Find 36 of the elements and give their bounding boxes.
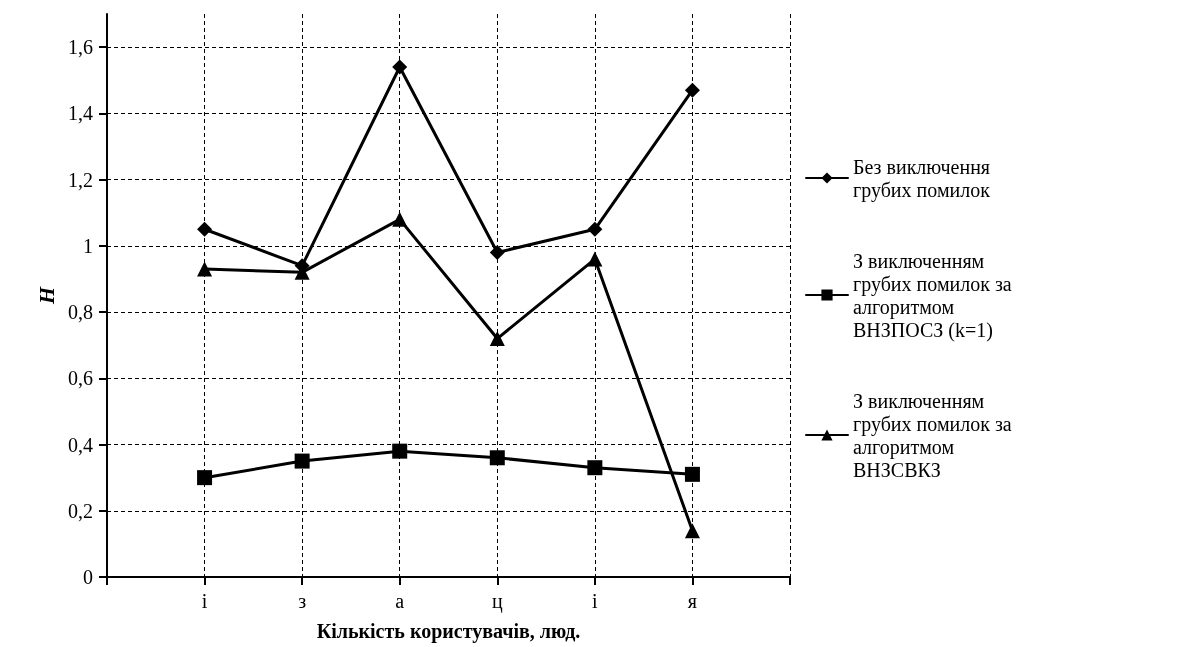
point [684, 82, 700, 98]
point [587, 460, 603, 476]
point [294, 453, 310, 469]
point [392, 211, 408, 227]
y-tick-label: 1,4 [68, 102, 93, 125]
point [587, 221, 603, 237]
y-axis-title: H [33, 286, 59, 306]
y-tick-label: 0 [83, 566, 93, 588]
x-tick-label: я [687, 590, 698, 612]
legend-label: Без виключення грубих помилок [853, 155, 996, 202]
point [489, 450, 505, 466]
y-tick-label: 0,6 [68, 367, 93, 390]
y-tick-label: 1 [83, 234, 93, 257]
y-tick-label: 0,4 [68, 433, 93, 456]
point [392, 59, 408, 75]
point [684, 523, 700, 539]
point [489, 331, 505, 347]
x-tick-label: а [395, 590, 405, 612]
x-tick-label: і [201, 590, 208, 612]
point [197, 221, 213, 237]
y-tick-label: 1,6 [68, 36, 93, 59]
point [489, 244, 505, 260]
point [392, 443, 408, 459]
x-tick-label: ц [491, 590, 503, 613]
x-axis-title: Кількість користувачів, люд. [316, 620, 581, 643]
point [197, 470, 213, 486]
y-tick-label: 0,2 [68, 499, 93, 522]
y-tick-label: 1,2 [68, 168, 93, 191]
x-tick-label: і [592, 590, 599, 612]
x-tick-label: з [298, 590, 307, 612]
legend-label: З виключенням грубих помилок за алгоритмом ВНЗСВКЗ [853, 389, 1017, 481]
point [197, 261, 213, 277]
point [684, 466, 700, 482]
legend-label: З виключенням грубих помилок за алгоритмом ВНЗПОСЗ (k=1) [853, 249, 1017, 342]
point [587, 251, 603, 267]
y-tick-label: 0,8 [68, 301, 93, 324]
